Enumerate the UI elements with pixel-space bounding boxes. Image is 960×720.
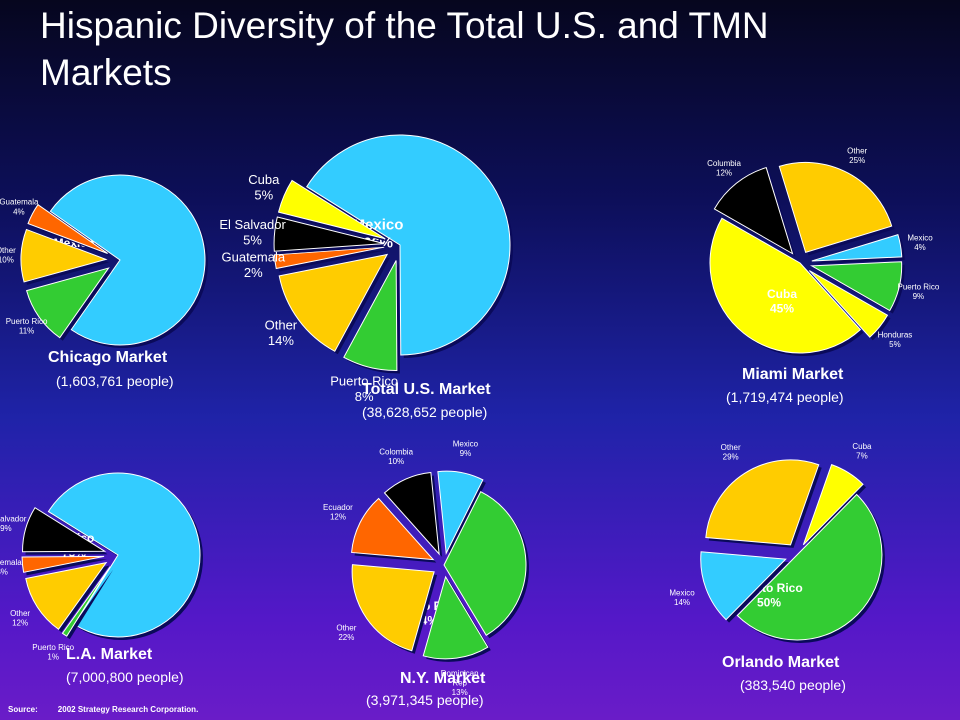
chart-subtitle-la: (7,000,800 people) — [66, 669, 184, 685]
pie-slice-guatemala — [21, 555, 105, 573]
slice-label-guatemala: Guatemala 4% — [0, 198, 39, 217]
pie-slice-mexico — [437, 470, 484, 555]
chart-subtitle-chicago: (1,603,761 people) — [56, 373, 174, 389]
slice-label-colombia: Columbia 12% — [707, 159, 741, 178]
chart-title-chicago: Chicago Market — [48, 349, 168, 366]
slice-label-el-salvador: El Salvador 5% — [219, 217, 286, 248]
pie-slice-mexico — [306, 134, 511, 356]
source-note: Source: 2002 Strategy Research Corporatio… — [8, 705, 198, 715]
pie-slice-honduras — [808, 270, 889, 338]
pie-slice-puerto-rico — [736, 493, 883, 641]
slice-label-cuba: Cuba 7% — [852, 442, 872, 461]
chart-subtitle-total-us: (38,628,652 people) — [362, 404, 488, 420]
slice-label-guatemala: Guatemala 2% — [222, 249, 286, 280]
slice-label-other: Other 14% — [265, 318, 298, 349]
slice-label-other: Other 22% — [336, 623, 356, 642]
pie-slice-mexico — [47, 472, 201, 638]
pie-miami-market: Other 25% Mexico 4% Puerto Rico 9% Honduras 5% C… — [707, 146, 940, 356]
slice-label-other: Other 29% — [721, 443, 741, 462]
slice-label-other: Other 12% — [10, 609, 30, 628]
pie-slice-other — [278, 253, 389, 352]
slice-label-puerto-rico: Puerto Rico 11% — [6, 317, 48, 336]
pie-slice-other — [20, 228, 108, 283]
pie-slice-other — [705, 459, 820, 546]
pie-slice-el-salvador — [273, 216, 385, 252]
chart-subtitle-miami: (1,719,474 people) — [726, 389, 844, 405]
slice-label-other: Other10% — [0, 246, 16, 265]
slice-label-guatemala: Guatemala3% — [0, 558, 22, 577]
chart-title-la: L.A. Market — [66, 646, 153, 663]
chart-title-orlando: Orlando Market — [722, 654, 840, 671]
pie-chicago-market: Mexico75%Puerto Rico11%Other10%Guatemala… — [0, 174, 209, 349]
chart-subtitle-orlando: (383,540 people) — [740, 677, 846, 693]
source-text: 2002 Strategy Research Corporation. — [57, 705, 199, 714]
chart-title-miami: Miami Market — [742, 366, 844, 383]
pie-slice-puerto-rico — [25, 267, 110, 339]
pie-slice-colombia — [713, 166, 794, 255]
pie-slice-cuba — [277, 179, 386, 240]
source-label: Source: — [8, 705, 38, 714]
pie-slice-mexico — [49, 174, 206, 346]
chart-title-total-us: Total U.S. Market — [362, 381, 491, 398]
pie-total-u-s-market: Mexico66%Puerto Rico8%Other14%Guatemala2… — [219, 134, 514, 404]
pie-l-a-market: Mexico75%Puerto Rico1%Other12%Guatemala3… — [0, 472, 204, 662]
slice-label-colombia: Colombia 10% — [379, 447, 413, 466]
pie-slice-shadow — [277, 250, 388, 272]
slice-label-ecuador: Ecuador 12% — [323, 503, 353, 522]
slice-label-mexico: Mexico 14% — [669, 588, 695, 607]
pie-slice-other — [778, 161, 893, 254]
slice-label-mexico: Mexico 4% — [907, 233, 933, 252]
pie-slice-mexico — [811, 234, 903, 262]
pie-slice-colombia — [383, 471, 440, 556]
pie-slice-puerto-rico — [61, 566, 111, 637]
slice-label-el-salvador: El Salvador9% — [0, 514, 27, 533]
pie-slice-el-salvador — [22, 507, 107, 553]
slice-label-other: Other 25% — [847, 146, 867, 165]
chart-subtitle-ny: (3,971,345 people) — [366, 692, 484, 708]
slice-label-cuba: Cuba 45% — [767, 287, 797, 315]
slice-label-dominican-rep: Dominican Rep 13% — [441, 669, 479, 697]
pie-slice-other — [351, 564, 435, 652]
slice-label-honduras: Honduras 5% — [878, 330, 913, 349]
pie-slice-puerto-rico — [443, 491, 527, 636]
pie-slice-other — [25, 561, 108, 630]
slice-label-puerto-rico: Puerto Rico 1% — [32, 643, 74, 662]
slice-label-cuba: Cuba 5% — [248, 172, 280, 203]
slice-label-mexico: Mexico 9% — [453, 439, 479, 458]
pie-slice-shadow — [65, 569, 114, 640]
pie-slice-dominican-rep — [422, 575, 489, 660]
pie-slice-mexico — [700, 551, 787, 621]
chart-title-ny: N.Y. Market — [400, 670, 486, 687]
slide-title: Hispanic Diversity of the Total U.S. and… — [40, 5, 769, 93]
slice-label-puerto-rico: Puerto Rico 9% — [897, 283, 939, 302]
pie-slice-ecuador — [351, 497, 435, 561]
slice-label-puerto-rico: Puerto Rico 8% — [330, 373, 398, 404]
pie-slice-cuba — [709, 217, 862, 354]
pie-orlando-market: Other 29%Cuba 7%Puerto Rico 50%Mexico 14% — [669, 442, 885, 643]
pie-slice-puerto-rico — [809, 261, 903, 312]
pie-slice-guatemala — [27, 204, 108, 254]
pie-slice-puerto-rico — [343, 260, 398, 372]
pie-slice-cuba — [802, 464, 864, 546]
pie-slice-guatemala — [273, 246, 385, 270]
